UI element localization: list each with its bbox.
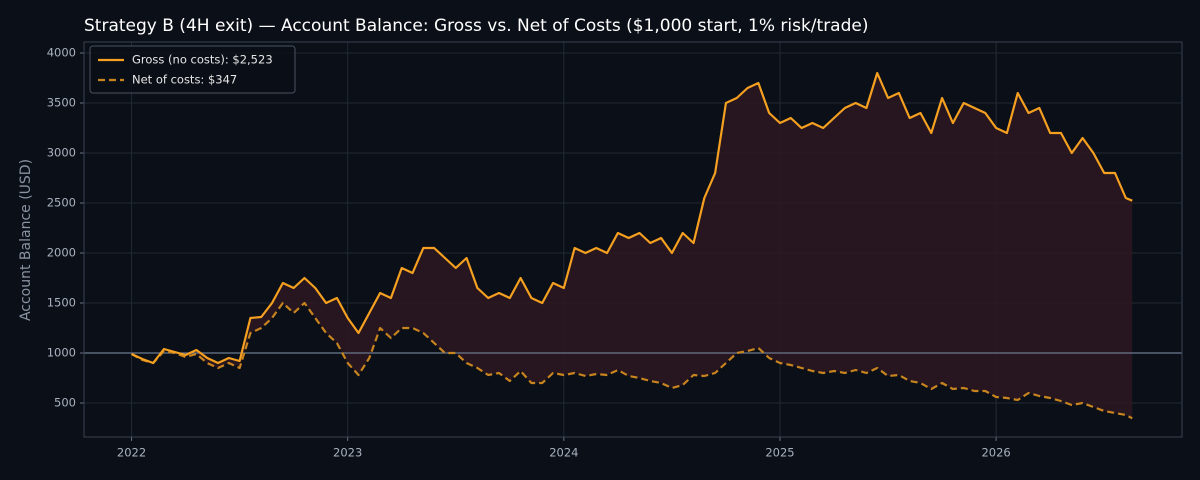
series-line bbox=[131, 71, 1133, 365]
y-tick-label: 2000 bbox=[47, 246, 76, 260]
y-tick-label: 3500 bbox=[47, 96, 76, 110]
series-line bbox=[131, 301, 1133, 420]
legend-label: Gross (no costs): $2,523 bbox=[132, 53, 273, 67]
y-tick-label: 4000 bbox=[47, 46, 76, 60]
legend-box bbox=[89, 45, 296, 94]
chart-title: Strategy B (4H exit) — Account Balance: … bbox=[84, 16, 868, 36]
y-tick-label: 1000 bbox=[47, 346, 76, 360]
legend-label: Net of costs: $347 bbox=[132, 73, 237, 87]
x-tick-label: 2026 bbox=[981, 446, 1010, 460]
y-tick-label: 500 bbox=[54, 396, 76, 410]
plot-frame bbox=[83, 41, 1183, 438]
y-axis-label: Account Balance (USD) bbox=[18, 159, 34, 321]
y-tick-label: 2500 bbox=[47, 196, 76, 210]
x-tick-label: 2025 bbox=[765, 446, 794, 460]
y-tick-label: 3000 bbox=[47, 146, 76, 160]
x-tick-label: 2022 bbox=[117, 446, 146, 460]
x-tick-label: 2023 bbox=[333, 446, 362, 460]
x-tick-label: 2024 bbox=[549, 446, 578, 460]
y-tick-label: 1500 bbox=[47, 296, 76, 310]
gap-fill bbox=[131, 73, 1133, 419]
